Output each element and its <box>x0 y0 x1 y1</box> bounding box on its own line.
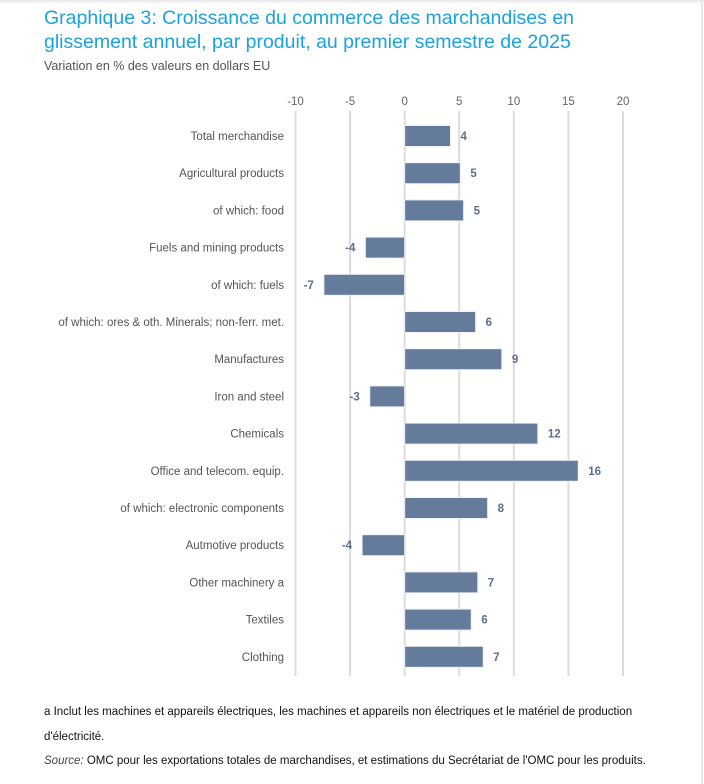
data-label: -4 <box>342 540 353 552</box>
category-label: Chemicals <box>230 429 284 441</box>
top-border <box>0 0 704 4</box>
footnote-a-line2: d'électricité. <box>44 731 105 743</box>
category-label: Total merchandise <box>191 131 284 143</box>
x-tick-label: 10 <box>507 96 520 108</box>
bar <box>404 497 489 519</box>
data-label: 6 <box>486 317 492 329</box>
bar <box>323 273 406 296</box>
bar <box>404 348 503 371</box>
data-label: 7 <box>493 652 499 664</box>
data-label: -3 <box>349 391 359 403</box>
x-tick-label: -10 <box>287 96 304 108</box>
bar <box>404 311 477 333</box>
category-label: Iron and steel <box>214 391 284 403</box>
bar <box>361 534 406 557</box>
category-label: Clothing <box>242 652 284 664</box>
category-label: Fuels and mining products <box>149 243 284 255</box>
bar <box>404 645 484 668</box>
category-label: Autmotive products <box>186 540 285 552</box>
x-tick-label: 0 <box>401 96 407 108</box>
x-tick-label: 20 <box>617 96 630 108</box>
bar-chart: -10 -5 0 5 10 15 20 Total merchandise 4 Agricultu… <box>58 96 630 676</box>
chart-title: Graphique 3: Croissance du commerce des … <box>44 7 575 53</box>
bar <box>404 608 472 631</box>
data-label: -7 <box>304 280 314 292</box>
bar <box>404 199 465 222</box>
bar <box>364 236 406 259</box>
data-label: 8 <box>498 503 505 515</box>
category-label: Other machinery a <box>189 577 284 589</box>
data-label: 16 <box>588 466 601 478</box>
bar <box>404 162 461 185</box>
data-label: 4 <box>461 131 468 143</box>
data-label: 6 <box>481 615 487 627</box>
right-border <box>701 0 703 784</box>
x-tick-label: -5 <box>345 96 355 108</box>
bar <box>404 422 539 445</box>
data-label: 7 <box>488 577 494 589</box>
category-label: of which: electronic components <box>120 503 284 515</box>
category-label: of which: food <box>213 205 284 217</box>
data-label: 12 <box>548 429 561 441</box>
source-text: OMC pour les exportations totales de mar… <box>83 755 646 767</box>
bar <box>369 385 406 408</box>
footnote-a-line1: a Inclut les machines et appareils élect… <box>44 706 633 718</box>
source-label: Source: <box>44 755 84 767</box>
bar <box>404 125 452 147</box>
bar <box>404 571 479 594</box>
category-label: of which: fuels <box>211 280 284 292</box>
chart-subtitle: Variation en % des valeurs en dollars EU <box>44 59 271 73</box>
data-label: 5 <box>470 168 477 180</box>
category-label: Agricultural products <box>179 168 284 180</box>
category-label: Office and telecom. equip. <box>151 466 284 478</box>
category-label: of which: ores & oth. Minerals; non-ferr… <box>58 317 284 329</box>
data-label: -4 <box>345 243 356 255</box>
category-label: Manufactures <box>214 354 284 366</box>
source-note: Source: OMC pour les exportations totale… <box>44 755 646 767</box>
data-label: 9 <box>512 354 518 366</box>
category-label: Textiles <box>246 615 285 627</box>
bar <box>404 459 579 482</box>
data-label: 5 <box>474 205 481 217</box>
x-tick-label: 5 <box>456 96 462 108</box>
x-tick-label: 15 <box>562 96 575 108</box>
